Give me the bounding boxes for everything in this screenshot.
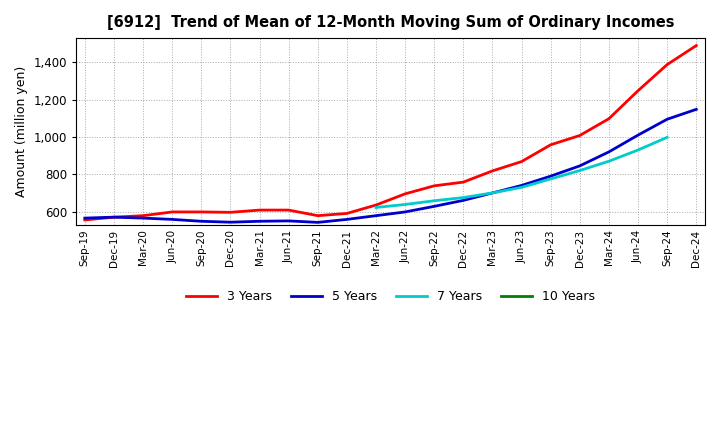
Y-axis label: Amount (million yen): Amount (million yen)	[15, 66, 28, 197]
Title: [6912]  Trend of Mean of 12-Month Moving Sum of Ordinary Incomes: [6912] Trend of Mean of 12-Month Moving …	[107, 15, 675, 30]
Legend: 3 Years, 5 Years, 7 Years, 10 Years: 3 Years, 5 Years, 7 Years, 10 Years	[181, 285, 600, 308]
